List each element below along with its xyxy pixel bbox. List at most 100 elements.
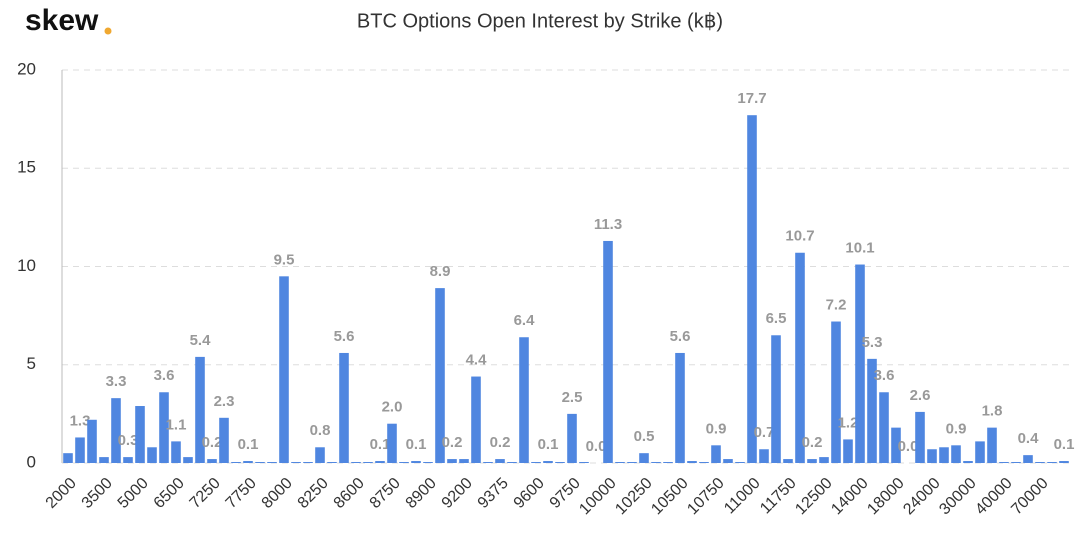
bar [1035,462,1045,463]
value-label: 0.1 [1054,436,1075,453]
x-tick-label: 9200 [439,475,476,512]
bar [159,392,169,463]
value-label: 0.2 [490,434,511,451]
value-label: 10.7 [785,228,814,245]
bar [699,462,709,463]
value-label: 5.3 [862,334,883,351]
bar [327,462,337,463]
bar [471,376,481,463]
value-label: 0.1 [538,436,559,453]
x-tick-label: 12500 [792,475,836,519]
value-label: 0.0 [586,438,607,455]
bar [375,461,385,463]
bar [867,358,877,463]
bar [879,392,889,463]
bar [555,462,565,463]
brand-dot [104,27,112,35]
bar [639,453,649,463]
value-label: 6.5 [766,310,787,327]
bar [63,453,73,463]
value-label: 0.2 [442,434,463,451]
x-tick-label: 10750 [684,475,728,519]
bar [135,406,145,463]
x-tick-label: 6500 [151,475,188,512]
bar [399,462,409,463]
value-label: 8.9 [430,263,451,280]
bar [99,457,109,463]
x-tick-label: 30000 [936,475,980,519]
bar [303,462,313,463]
bar [603,240,613,463]
value-label: 0.1 [238,436,259,453]
x-tick-label: 9600 [511,475,548,512]
bar [495,459,505,463]
x-tick-label: 10250 [612,475,656,519]
bar [747,115,757,463]
y-tick-label: 15 [17,158,36,177]
bar [915,411,925,463]
x-tick-label: 9375 [475,475,512,512]
bar [195,356,205,463]
bar [1047,462,1057,463]
bar [855,264,865,463]
value-label: 9.5 [274,251,295,268]
bar [975,441,985,463]
x-tick-label: 18000 [864,475,908,519]
value-label: 0.4 [1018,430,1040,447]
bar [843,439,853,463]
bar [627,462,637,463]
bar [483,462,493,463]
value-label: 0.9 [706,420,727,437]
bar [951,445,961,463]
value-label: 0.3 [118,432,139,449]
bar [183,457,193,463]
x-tick-label: 10500 [648,475,692,519]
bar [351,462,361,463]
bar [243,461,253,463]
x-tick-label: 5000 [115,475,152,512]
value-label: 2.6 [910,387,931,404]
value-label: 3.6 [874,367,895,384]
bar [447,459,457,463]
value-label: 5.6 [670,328,691,345]
value-label: 4.4 [466,352,488,369]
x-tick-label: 2000 [43,475,80,512]
bar [123,457,133,463]
value-label: 1.3 [70,412,91,429]
value-label: 1.2 [838,414,859,431]
bar [267,462,277,463]
bar [75,437,85,463]
bar [111,398,121,463]
value-label: 10.1 [845,240,874,257]
bar [651,462,661,463]
bar [687,461,697,463]
bar [987,427,997,463]
bar [579,462,589,463]
value-label: 0.7 [754,424,775,441]
value-label: 3.3 [106,373,127,390]
x-tick-label: 10000 [576,475,620,519]
bar [711,445,721,463]
x-tick-label: 8600 [331,475,368,512]
brand-logo: skew [25,4,99,37]
bar [807,459,817,463]
bar [147,447,157,463]
value-label: 2.0 [382,399,403,416]
bar [831,321,841,463]
x-tick-label: 11750 [757,475,800,518]
value-label: 0.2 [202,434,223,451]
bar [411,461,421,463]
value-label: 0.8 [310,422,331,439]
value-label: 1.1 [166,416,187,433]
bar [735,462,745,463]
bar [615,462,625,463]
x-tick-label: 14000 [828,475,872,519]
bar [459,459,469,463]
bar [963,461,973,463]
value-label: 6.4 [514,312,536,329]
value-label: 7.2 [826,296,847,313]
bar [339,352,349,463]
value-label: 0.1 [370,436,391,453]
x-tick-label: 7250 [187,475,224,512]
